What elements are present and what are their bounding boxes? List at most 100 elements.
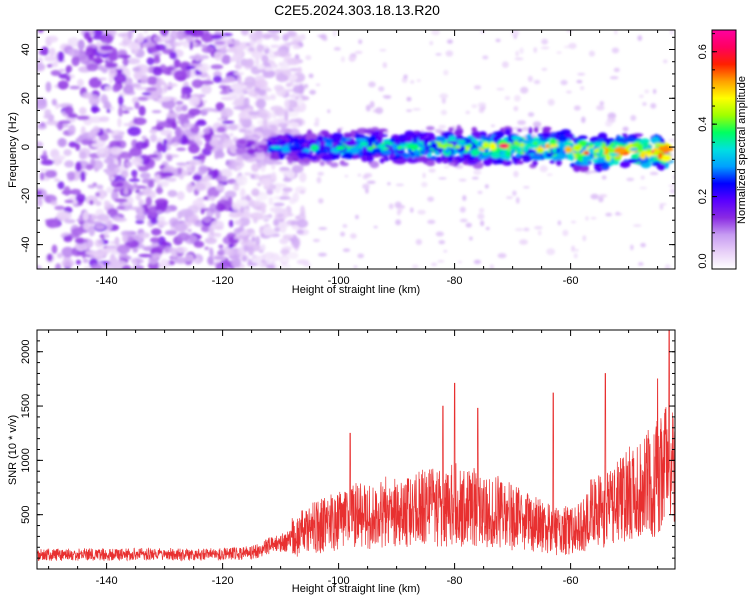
heatmap-cell (211, 34, 223, 40)
heatmap-cell (223, 76, 236, 83)
heatmap-cell (214, 149, 219, 160)
heatmap-cell (533, 47, 538, 53)
heatmap-cell (209, 248, 214, 259)
heatmap-cell (482, 55, 489, 60)
heatmap-cell (113, 134, 124, 141)
snr-xlabel: Height of straight line (km) (292, 583, 420, 595)
heatmap-cell (188, 95, 201, 107)
heatmap-cell (143, 30, 148, 35)
snr-panel: -140 -120 -100 -80 -60 500 1000 1500 2000 Height… (7, 329, 676, 595)
heatmap-cell (112, 188, 122, 192)
heatmap-cell (458, 178, 467, 182)
heatmap-cell (58, 211, 72, 220)
heatmap-cell (555, 158, 562, 166)
heatmap-cell (118, 151, 132, 159)
heatmap-cell (79, 151, 87, 160)
heatmap-cell (546, 248, 556, 256)
heatmap-cell (517, 120, 526, 125)
colorbar-ticks: 0.0 0.2 0.4 0.6 (697, 33, 717, 270)
heatmap-cell (232, 203, 242, 211)
heatmap-cell (350, 56, 357, 62)
heatmap-cell (465, 110, 470, 115)
heatmap-cell (220, 96, 235, 101)
heatmap-cell (188, 108, 201, 116)
heatmap-cell (103, 229, 109, 239)
heatmap-cell (378, 86, 385, 92)
heatmap-cell (243, 172, 252, 176)
heatmap-cell (292, 154, 299, 163)
heatmap-cell (273, 202, 285, 207)
heatmap-cell (552, 146, 557, 154)
heatmap-cell (670, 30, 674, 36)
heatmap-cell (79, 55, 91, 65)
x-tick-label: -100 (328, 275, 350, 287)
heatmap-cell (274, 68, 282, 74)
heatmap-cell (331, 148, 340, 153)
heatmap-cell (241, 117, 252, 128)
heatmap-cell (192, 258, 201, 263)
heatmap-cell (318, 198, 324, 204)
heatmap-cell (573, 253, 578, 259)
heatmap-cell (37, 197, 43, 207)
heatmap-cell (179, 208, 194, 218)
heatmap-cell (251, 163, 260, 173)
heatmap-cell (90, 57, 98, 62)
y-tick-label: 2000 (20, 339, 32, 363)
heatmap-cell (100, 33, 114, 45)
heatmap-cell (159, 180, 170, 188)
heatmap-cell (69, 36, 79, 48)
heatmap-cell (122, 110, 130, 114)
heatmap-cell (478, 207, 485, 213)
heatmap-cell (302, 157, 311, 164)
heatmap-cell (337, 128, 342, 134)
heatmap-cell (305, 132, 318, 141)
heatmap-cell (131, 156, 143, 166)
x-tick-label: -120 (212, 575, 234, 587)
heatmap-cell (579, 162, 591, 166)
spectrogram-xlabel: Height of straight line (km) (292, 284, 420, 296)
heatmap-cell (268, 196, 274, 206)
heatmap-cell (231, 161, 242, 166)
heatmap-cell (149, 129, 158, 134)
heatmap-cell (454, 129, 463, 137)
heatmap-cell (213, 75, 223, 83)
heatmap-cell (367, 146, 375, 150)
heatmap-cell (372, 147, 382, 155)
heatmap-cell (247, 258, 253, 266)
y-tick-label: -20 (20, 188, 32, 204)
heatmap-cell (629, 147, 639, 152)
heatmap-cell (446, 39, 453, 44)
heatmap-cell (404, 130, 415, 138)
heatmap-cell (637, 35, 643, 42)
heatmap-cell (175, 105, 183, 113)
heatmap-cell (221, 54, 232, 65)
heatmap-cell (107, 208, 118, 217)
heatmap-cell (121, 170, 129, 178)
heatmap-cell (184, 128, 191, 134)
heatmap-cell (512, 190, 517, 196)
heatmap-cell (153, 54, 160, 62)
heatmap-cell (492, 135, 501, 143)
heatmap-cell (256, 44, 264, 53)
heatmap-cell (396, 150, 404, 154)
heatmap-cell (258, 89, 267, 96)
heatmap-cell (309, 89, 316, 95)
heatmap-cell (192, 174, 202, 181)
heatmap-cell (471, 176, 479, 180)
heatmap-cell (116, 244, 131, 254)
heatmap-cell (564, 133, 575, 139)
heatmap-cell (251, 236, 256, 243)
heatmap-cell (63, 149, 72, 156)
heatmap-cell (234, 219, 242, 226)
heatmap-cell (274, 108, 286, 115)
heatmap-cell (81, 139, 91, 146)
heatmap-cell (74, 237, 86, 244)
heatmap-cell (104, 86, 113, 92)
x-tick-label: -120 (212, 275, 234, 287)
heatmap-cell (511, 30, 520, 37)
heatmap-cell (340, 231, 346, 237)
heatmap-cell (549, 159, 556, 164)
heatmap-cell (214, 225, 224, 231)
heatmap-cell (369, 160, 380, 169)
heatmap-cell (171, 44, 176, 51)
